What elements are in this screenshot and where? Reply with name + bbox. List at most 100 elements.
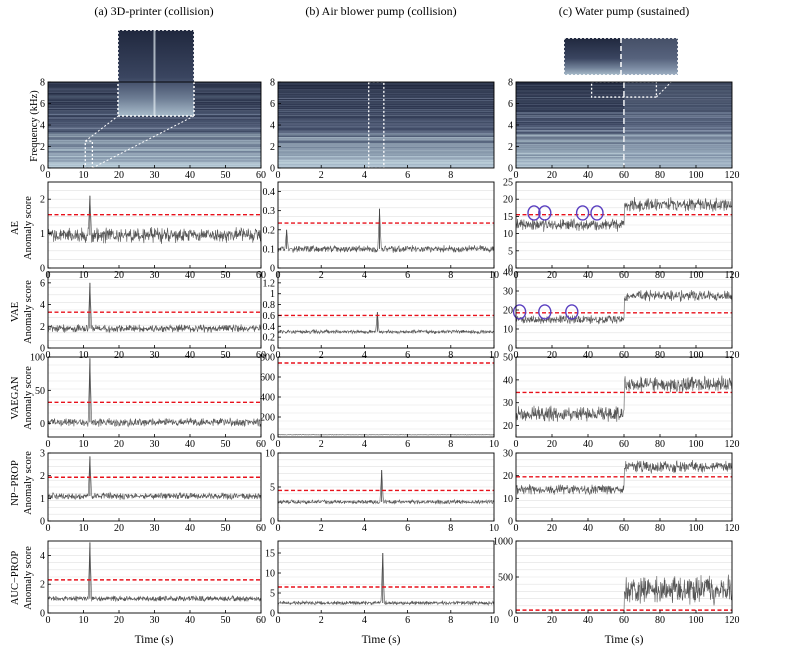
row-score-label-vaegan: Anomaly score	[23, 366, 34, 430]
column-title-c: (c) Water pump (sustained)	[559, 4, 689, 18]
col-c-spectrogram-xtick-label-1: 20	[547, 170, 557, 181]
col-a-vae-panel: 0 10 20 30 40 50 60 0 2 4 6	[40, 271, 266, 361]
col-c-spectrogram-ytick-label-2: 4	[508, 121, 513, 132]
col-b-spectrogram-ytick-label-0: 0	[270, 164, 275, 175]
col-a-vaegan-xtick-label-3: 30	[150, 439, 160, 450]
col-a-spectrogram-ytick-label-4: 8	[40, 78, 45, 89]
col-a-vaegan-xtick-label-0: 0	[46, 439, 51, 450]
col-a-vae-ytick-label-0: 0	[40, 344, 45, 355]
col-a-np-prop-xtick-label-5: 50	[221, 523, 231, 534]
col-a-auc-prop-ytick-label-0: 0	[40, 609, 45, 620]
col-a-spectrogram-zoom-connector-right	[92, 115, 195, 169]
col-b-spectrogram-texture	[278, 81, 494, 168]
col-a-spectrogram-xtick-label-2: 20	[114, 170, 124, 181]
col-b-vaegan-ytick-label-3: 600	[260, 373, 275, 384]
col-b-vae-xtick-label-0: 0	[276, 350, 281, 361]
col-a-spectrogram-ytick-label-0: 0	[40, 164, 45, 175]
col-a-auc-prop-xtick-label-4: 40	[185, 615, 195, 626]
col-c-vaegan-ytick-label-2: 40	[503, 375, 513, 386]
col-c-np-prop-xtick-label-5: 100	[689, 523, 704, 534]
col-c-auc-prop-xtick-label-5: 100	[689, 615, 704, 626]
col-c-vaegan-ytick-label-3: 50	[503, 353, 513, 364]
col-a-spectrogram-xtick-label-6: 60	[256, 170, 266, 181]
col-c-spectrogram-zoom-inset-tint	[621, 38, 678, 75]
row-label-np-prop: NP−PROP	[10, 460, 21, 506]
col-b-vae-xtick-label-3: 6	[405, 350, 410, 361]
col-a-vae-ytick-label-2: 4	[40, 300, 45, 311]
col-c-vaegan-series-line	[515, 375, 733, 422]
col-c-ae-ytick-label-5: 25	[503, 178, 513, 189]
col-a-ae-ytick-label-1: 1	[40, 229, 45, 240]
col-c-vae-xtick-label-5: 100	[689, 350, 704, 361]
col-a-vaegan-xtick-label-2: 20	[114, 439, 124, 450]
x-axis-label-a: Time (s)	[135, 634, 174, 646]
col-c-np-prop-series-line	[515, 459, 733, 496]
col-a-auc-prop-panel: 0 10 20 30 40 50 60 0 2 4	[40, 540, 266, 626]
col-c-ae-xtick-label-1: 20	[547, 270, 557, 281]
col-c-ae-anomaly-circle-1	[538, 205, 552, 221]
col-c-spectrogram-zoom-connector-left	[563, 74, 592, 83]
col-a-ae-xtick-label-4: 40	[185, 270, 195, 281]
col-a-np-prop-xtick-label-4: 40	[185, 523, 195, 534]
col-c-np-prop-ytick-label-3: 30	[503, 449, 513, 460]
row-label-vaegan: VAEGAN	[10, 376, 21, 419]
col-a-ae-xtick-label-2: 20	[114, 270, 124, 281]
col-b-spectrogram-xtick-label-2: 4	[362, 170, 367, 181]
col-a-ae-series-line	[47, 195, 262, 244]
col-b-vaegan-xtick-label-0: 0	[276, 439, 281, 450]
col-c-spectrogram-ytick-label-4: 8	[508, 78, 513, 89]
col-a-ae-xtick-label-1: 10	[79, 270, 89, 281]
col-b-ae-series-line	[277, 208, 495, 253]
col-a-auc-prop-xtick-label-6: 60	[256, 615, 266, 626]
col-a-np-prop-xtick-label-0: 0	[46, 523, 51, 534]
col-c-vae-ytick-label-0: 0	[508, 344, 513, 355]
col-a-auc-prop-xtick-label-1: 10	[79, 615, 89, 626]
col-b-auc-prop-xtick-label-5: 10	[489, 615, 499, 626]
col-b-spectrogram-ytick-label-1: 2	[270, 142, 275, 153]
col-a-spectrogram-xtick-label-4: 40	[185, 170, 195, 181]
col-c-auc-prop-series-line	[516, 574, 733, 614]
col-b-auc-prop-frame	[277, 540, 495, 614]
col-b-ae-frame	[277, 181, 495, 269]
col-a-auc-prop-gridlines	[48, 547, 261, 607]
col-b-vaegan-xtick-label-4: 8	[448, 439, 453, 450]
col-c-vae-panel: 0 20 40 60 80 100 120 0 10 20 30 40	[503, 268, 740, 362]
col-c-vaegan-xtick-label-1: 20	[547, 439, 557, 450]
col-a-ae-ytick-label-0: 0	[40, 264, 45, 275]
col-a-vaegan-ytick-label-2: 100	[30, 353, 45, 364]
col-c-np-prop-xtick-label-0: 0	[514, 523, 519, 534]
col-a-ae-xtick-label-5: 50	[221, 270, 231, 281]
col-c-spectrogram-ytick-label-1: 2	[508, 142, 513, 153]
col-c-auc-prop-ytick-label-1: 500	[498, 573, 513, 584]
col-a-vae-xtick-label-4: 40	[185, 350, 195, 361]
col-b-ae-panel: 0 2 4 6 8 1000.10.20.30.4	[263, 181, 499, 281]
col-c-ae-ytick-label-3: 15	[503, 212, 513, 223]
col-a-auc-prop-xtick-label-2: 20	[114, 615, 124, 626]
x-axis-label-b: Time (s)	[362, 634, 401, 646]
col-c-np-prop-gridlines	[516, 459, 732, 515]
col-a-np-prop-ytick-label-3: 3	[40, 449, 45, 460]
col-c-vae-xtick-label-0: 0	[514, 350, 519, 361]
col-b-vae-series-line	[277, 312, 495, 335]
col-b-vaegan-ytick-label-4: 800	[260, 353, 275, 364]
col-a-vae-ytick-label-3: 6	[40, 278, 45, 289]
col-b-np-prop-panel: 0 2 4 6 8 10 0 5 10	[265, 449, 499, 535]
col-b-vae-panel: 0 2 4 6 8 10 00.20.40.60.811.2	[263, 271, 499, 361]
col-b-ae-ytick-label-4: 0.4	[263, 187, 276, 198]
col-a-auc-prop-ytick-label-1: 2	[40, 580, 45, 591]
col-a-spectrogram-ytick-label-1: 2	[40, 142, 45, 153]
col-c-ae-xtick-label-3: 60	[619, 270, 629, 281]
col-c-np-prop-ytick-label-1: 10	[503, 494, 513, 505]
col-b-spectrogram-ytick-label-4: 8	[270, 78, 275, 89]
col-c-np-prop-xtick-label-3: 60	[619, 523, 629, 534]
col-b-ae-xtick-label-2: 4	[362, 270, 367, 281]
col-c-vaegan-xtick-label-4: 80	[655, 439, 665, 450]
col-c-np-prop-xtick-label-6: 120	[725, 523, 740, 534]
row-label-auc-prop: AUC−PROP	[10, 551, 21, 606]
col-a-np-prop-ytick-label-1: 1	[40, 494, 45, 505]
col-b-ae-gridlines	[278, 190, 494, 260]
row-score-label-vae: Anomaly score	[23, 280, 34, 344]
